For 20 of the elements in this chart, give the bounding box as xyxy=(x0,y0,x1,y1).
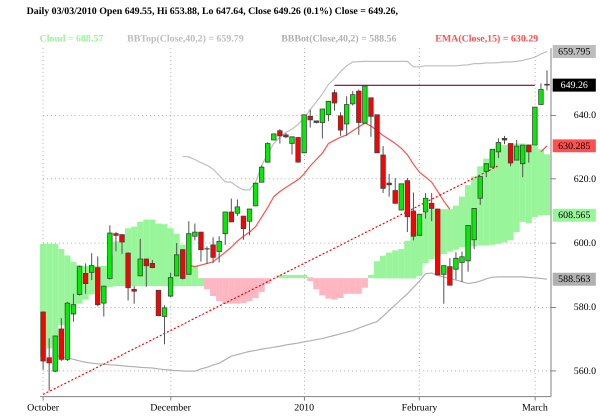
text: EMA(Close,15) = 630.29 xyxy=(435,34,538,45)
x-tick-label: February xyxy=(402,402,438,414)
y-tick-label: 600.0 xyxy=(574,238,596,250)
x-tick-label: October xyxy=(27,402,60,414)
data-label: 630.285 xyxy=(558,140,590,152)
y-tick-label: 640.0 xyxy=(574,110,596,122)
data-label: 659.795 xyxy=(558,46,590,58)
text: 649.26 xyxy=(560,80,588,92)
data-label: 588.563 xyxy=(558,274,590,286)
text: Cloud = 608.57 xyxy=(40,34,104,45)
x-tick-label: December xyxy=(150,402,192,414)
text: 608.565 xyxy=(558,210,590,222)
x-tick-label: 2010 xyxy=(294,402,314,414)
text: BBTop(Close,40,2) = 659.79 xyxy=(127,34,244,45)
x-tick-label: March xyxy=(522,402,548,414)
y-tick-label: 620.0 xyxy=(574,174,596,186)
y-tick-label: 560.0 xyxy=(574,366,596,378)
y-tick-label: 580.0 xyxy=(574,302,596,314)
text: BBBot(Close,40,2) = 588.56 xyxy=(281,34,396,45)
chart-title: Daily 03/03/2010 Open 649.55, Hi 653.88, Lo 647.64, Close 649.26 (0.1%) Close = 649.26, xyxy=(26,6,398,17)
